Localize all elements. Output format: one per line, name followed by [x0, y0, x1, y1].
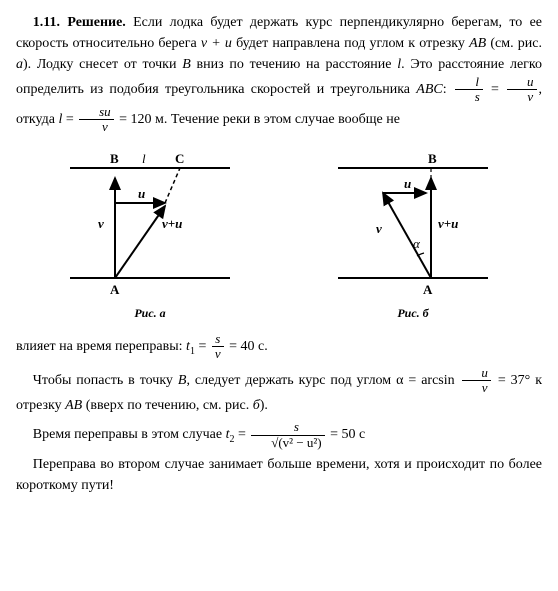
- figure-b-caption: Рис. б: [328, 304, 498, 322]
- text: Чтобы попасть в точку: [33, 373, 178, 388]
- figure-b: B A v+u v u α Рис. б: [328, 148, 498, 322]
- text: ). Лодку снесет от точки: [23, 57, 182, 72]
- paragraph-4: Время переправы в этом случае t2 = s√(v²…: [16, 420, 542, 450]
- fraction: uv: [462, 366, 491, 396]
- figure-a: B C A l v u v+u Рис. а: [60, 148, 240, 322]
- svg-text:C: C: [175, 151, 184, 166]
- fraction: suv: [79, 105, 113, 135]
- svg-text:v: v: [98, 216, 104, 231]
- text: ).: [260, 398, 268, 413]
- eq: =: [235, 427, 250, 442]
- eq: =: [62, 112, 77, 127]
- svg-text:B: B: [428, 151, 437, 166]
- text: Время переправы в этом случае: [33, 427, 226, 442]
- eq: =: [195, 339, 210, 354]
- svg-text:v: v: [376, 221, 382, 236]
- figure-b-svg: B A v+u v u α: [328, 148, 498, 298]
- text: α = arcsin: [396, 373, 459, 388]
- svg-text:l: l: [142, 151, 146, 166]
- figure-a-caption: Рис. а: [60, 304, 240, 322]
- fig-ref: б: [253, 398, 260, 413]
- text: = 40 с.: [226, 339, 268, 354]
- solution-label: Решение.: [67, 15, 125, 30]
- fraction: s√(v² − u²): [251, 420, 324, 450]
- text: вниз по течению на расстояние: [191, 57, 397, 72]
- var: AB: [469, 36, 486, 51]
- problem-number: 1.11.: [33, 15, 60, 30]
- fraction: ls: [455, 75, 483, 105]
- fraction: uv: [507, 75, 536, 105]
- text: , следует держать курс под углом: [186, 373, 396, 388]
- fraction: sv: [212, 332, 224, 362]
- text: = 120 м. Течение реки в этом случае вооб…: [116, 112, 400, 127]
- text: (см. рис.: [486, 36, 542, 51]
- svg-text:A: A: [110, 282, 120, 297]
- var: AB: [65, 398, 82, 413]
- svg-text:α: α: [413, 236, 421, 251]
- paragraph-1: 1.11. Решение. Если лодка будет держать …: [16, 12, 542, 134]
- text: влияет на время переправы:: [16, 339, 186, 354]
- paragraph-2: влияет на время переправы: t1 = sv = 40 …: [16, 332, 542, 362]
- svg-text:v+u: v+u: [162, 216, 182, 231]
- text: будет направлена под углом к отрезку: [232, 36, 469, 51]
- fig-ref: a: [16, 57, 23, 72]
- text: = 50 с: [327, 427, 366, 442]
- var: ABC: [416, 82, 442, 97]
- svg-text:B: B: [110, 151, 119, 166]
- var: B: [182, 57, 191, 72]
- text: :: [443, 82, 453, 97]
- paragraph-3: Чтобы попасть в точку B, следует держать…: [16, 366, 542, 417]
- figures-row: B C A l v u v+u Рис. а: [16, 148, 542, 322]
- svg-text:A: A: [423, 282, 433, 297]
- var: v + u: [201, 36, 232, 51]
- eq: =: [485, 82, 505, 97]
- figure-a-svg: B C A l v u v+u: [60, 148, 240, 298]
- paragraph-5: Переправа во втором случае занимает боль…: [16, 454, 542, 496]
- svg-text:u: u: [138, 186, 145, 201]
- text: (вверх по течению, см. рис.: [82, 398, 252, 413]
- svg-text:v+u: v+u: [438, 216, 458, 231]
- svg-text:u: u: [404, 176, 411, 191]
